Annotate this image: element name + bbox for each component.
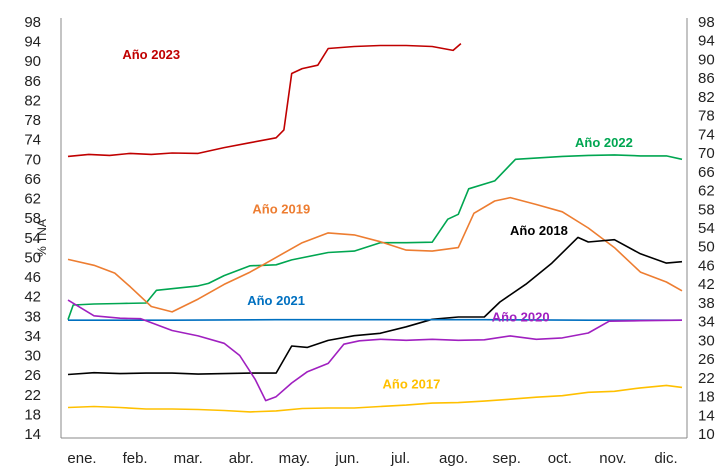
x-tick-label: nov. bbox=[599, 450, 626, 467]
left-tick-label: 98 bbox=[24, 14, 41, 31]
series-label: Año 2020 bbox=[492, 310, 550, 325]
x-tick-label: abr. bbox=[229, 450, 254, 467]
left-tick-label: 42 bbox=[24, 289, 41, 306]
right-tick-label: 38 bbox=[698, 295, 715, 312]
right-tick-label: 26 bbox=[698, 351, 715, 368]
right-tick-label: 14 bbox=[698, 407, 715, 424]
left-tick-label: 50 bbox=[24, 249, 41, 266]
right-tick-label: 86 bbox=[698, 70, 715, 87]
left-tick-label: 66 bbox=[24, 171, 41, 188]
left-tick-label: 58 bbox=[24, 210, 41, 227]
left-tick-label: 38 bbox=[24, 308, 41, 325]
x-tick-label: jul. bbox=[390, 450, 410, 467]
series-label: Año 2018 bbox=[510, 223, 568, 238]
right-tick-label: 42 bbox=[698, 276, 715, 293]
right-tick-label: 98 bbox=[698, 14, 715, 31]
left-axis-ticks: 98 94 90 86 82 78 74 70 66 62 58 54 50 46 42 38 34 30 26 22… bbox=[24, 14, 41, 443]
right-tick-label: 58 bbox=[698, 201, 715, 218]
x-tick-label: oct. bbox=[548, 450, 572, 467]
left-tick-label: 90 bbox=[24, 53, 41, 70]
series-line bbox=[67, 384, 683, 413]
right-tick-label: 34 bbox=[698, 314, 715, 331]
right-tick-label: 94 bbox=[698, 33, 715, 50]
x-tick-label: may. bbox=[279, 450, 310, 467]
left-tick-label: 94 bbox=[24, 34, 41, 51]
right-tick-label: 10 bbox=[698, 426, 715, 443]
x-tick-label: mar. bbox=[174, 450, 203, 467]
left-tick-label: 22 bbox=[24, 387, 41, 404]
right-tick-label: 70 bbox=[698, 145, 715, 162]
series-label: Año 2019 bbox=[252, 201, 310, 216]
left-tick-label: 46 bbox=[24, 269, 41, 286]
plot-frame bbox=[60, 18, 688, 439]
left-tick-label: 86 bbox=[24, 73, 41, 90]
series-line bbox=[67, 196, 683, 313]
x-tick-label: feb. bbox=[123, 450, 148, 467]
series-line bbox=[67, 236, 683, 376]
right-tick-label: 50 bbox=[698, 239, 715, 256]
series-line bbox=[67, 299, 683, 402]
left-tick-label: 34 bbox=[24, 328, 41, 345]
x-tick-label: jun. bbox=[334, 450, 359, 467]
series-label: Año 2021 bbox=[247, 293, 305, 308]
right-tick-label: 62 bbox=[698, 183, 715, 200]
x-tick-label: sep. bbox=[493, 450, 521, 467]
left-tick-label: 74 bbox=[24, 132, 41, 149]
series-labels: Año 2023 Año 2022 Año 2019 Año 2018 Año 2021… bbox=[122, 47, 633, 392]
series-lines bbox=[67, 42, 683, 413]
x-tick-label: ago. bbox=[439, 450, 468, 467]
series-label: Año 2023 bbox=[122, 47, 180, 62]
right-tick-label: 74 bbox=[698, 126, 715, 143]
x-tick-label: dic. bbox=[654, 450, 677, 467]
right-axis-ticks: 9894908682787470666258545046423834302622… bbox=[698, 14, 715, 443]
right-tick-label: 30 bbox=[698, 332, 715, 349]
right-tick-label: 66 bbox=[698, 164, 715, 181]
series-label: Año 2022 bbox=[575, 135, 633, 150]
right-tick-label: 46 bbox=[698, 257, 715, 274]
right-tick-label: 90 bbox=[698, 51, 715, 68]
x-axis-ticks: ene. feb. mar. abr. may. jun. jul. ago. sep. oct.… bbox=[67, 450, 677, 467]
left-tick-label: 18 bbox=[24, 406, 41, 423]
series-line bbox=[67, 42, 462, 158]
right-tick-label: 82 bbox=[698, 89, 715, 106]
left-tick-label: 62 bbox=[24, 191, 41, 208]
right-tick-label: 22 bbox=[698, 370, 715, 387]
series-line bbox=[67, 154, 683, 320]
left-tick-label: 54 bbox=[24, 230, 41, 247]
left-tick-label: 70 bbox=[24, 151, 41, 168]
left-tick-label: 30 bbox=[24, 348, 41, 365]
series-line bbox=[68, 318, 682, 321]
x-tick-label: ene. bbox=[67, 450, 96, 467]
left-tick-label: 14 bbox=[24, 426, 41, 443]
y-axis-label: % TNA bbox=[35, 219, 49, 257]
right-tick-label: 78 bbox=[698, 108, 715, 125]
series-label: Año 2017 bbox=[383, 376, 441, 391]
left-tick-label: 78 bbox=[24, 112, 41, 129]
left-tick-label: 26 bbox=[24, 367, 41, 384]
left-tick-label: 82 bbox=[24, 92, 41, 109]
right-tick-label: 18 bbox=[698, 389, 715, 406]
right-tick-label: 54 bbox=[698, 220, 715, 237]
